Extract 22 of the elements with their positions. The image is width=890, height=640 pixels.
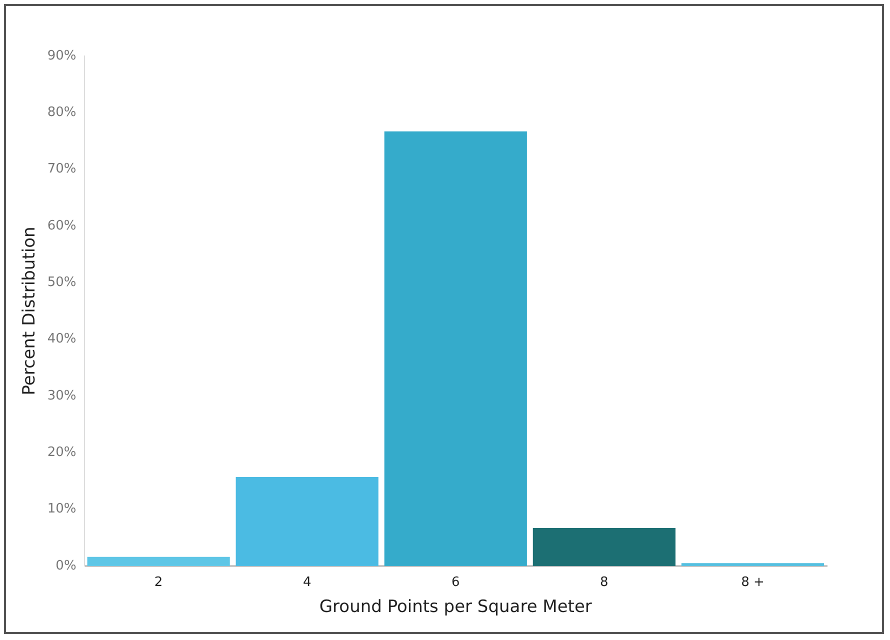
- y-tick-label: 90%: [47, 48, 76, 64]
- y-tick-label: 20%: [47, 445, 76, 460]
- bar: [681, 563, 824, 566]
- bar: [87, 556, 230, 566]
- y-tick-label: 40%: [47, 332, 76, 347]
- x-tick-label: 8: [600, 575, 608, 590]
- bar: [384, 131, 527, 566]
- y-tick-label: 10%: [47, 502, 76, 517]
- bar: [236, 477, 378, 566]
- x-tick-label: 6: [452, 575, 460, 590]
- y-tick-label: 0%: [56, 558, 76, 574]
- x-tick-label: 2: [154, 575, 163, 590]
- bar: [532, 528, 676, 566]
- y-axis-title: Percent Distribution: [20, 226, 40, 396]
- x-tick-label: 8 +: [741, 575, 764, 590]
- x-tick-label: 4: [302, 575, 312, 590]
- y-tick-label: 30%: [47, 388, 76, 404]
- y-tick-label: 80%: [47, 105, 76, 120]
- x-axis-title: Ground Points per Square Meter: [319, 597, 592, 618]
- y-tick-label: 50%: [47, 275, 76, 290]
- y-tick-label: 70%: [47, 162, 76, 177]
- y-tick-label: 60%: [47, 218, 76, 234]
